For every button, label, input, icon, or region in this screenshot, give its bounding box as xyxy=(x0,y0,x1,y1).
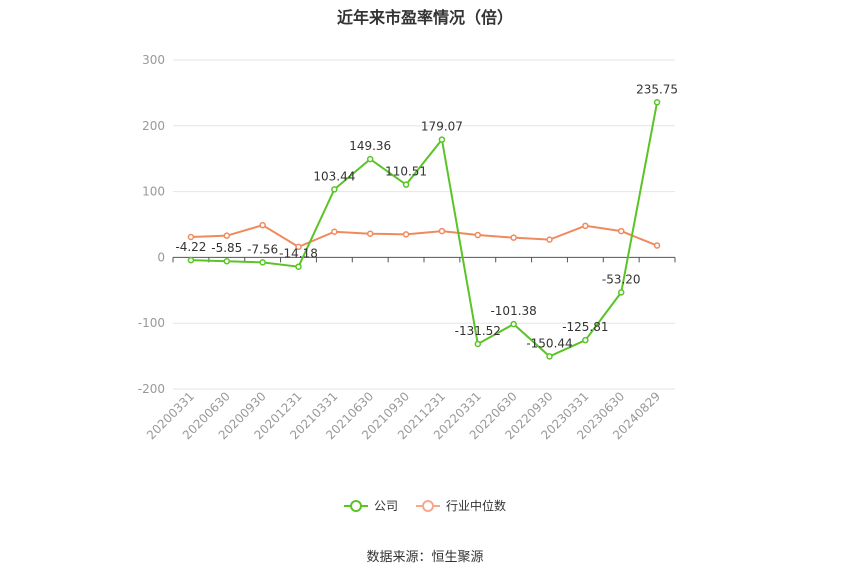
legend-item-industry-median[interactable]: 行业中位数 xyxy=(416,497,506,514)
company-data-label: -150.44 xyxy=(526,336,572,350)
company-data-label: 179.07 xyxy=(421,120,463,134)
legend-industry-label: 行业中位数 xyxy=(446,499,507,513)
company-data-point xyxy=(295,263,302,270)
company-data-point xyxy=(366,155,374,163)
company-data-point xyxy=(617,289,625,296)
industry-series-line xyxy=(190,224,658,248)
company-data-label: -4.22 xyxy=(175,240,206,254)
legend-item-company[interactable]: 公司 xyxy=(343,497,398,514)
company-data-point xyxy=(546,353,553,360)
industry-data-point xyxy=(402,231,410,238)
company-data-label: 149.36 xyxy=(349,139,391,153)
company-data-label: 103.44 xyxy=(313,169,355,183)
company-data-point xyxy=(438,136,446,143)
company-data-label: 235.75 xyxy=(636,82,678,96)
y-tick-label: -100 xyxy=(138,316,165,330)
y-tick-label: 0 xyxy=(157,250,165,264)
company-data-label: -7.56 xyxy=(247,242,278,256)
company-data-point xyxy=(402,181,410,188)
company-data-label: -5.85 xyxy=(211,241,242,255)
company-data-label: -101.38 xyxy=(490,304,536,318)
company-data-point xyxy=(653,99,661,106)
industry-data-point xyxy=(223,232,231,239)
company-data-label: -53.20 xyxy=(602,272,641,286)
industry-data-point xyxy=(474,231,482,239)
company-data-point xyxy=(510,320,517,328)
company-data-label: -131.52 xyxy=(455,324,501,338)
industry-data-point xyxy=(438,227,446,235)
industry-data-point xyxy=(510,234,517,241)
industry-data-point xyxy=(546,236,553,243)
company-data-point xyxy=(582,336,589,344)
source-note: 数据来源：恒生聚源 xyxy=(366,550,484,565)
y-tick-label: 200 xyxy=(142,119,165,133)
industry-data-point xyxy=(259,221,266,229)
company-data-point xyxy=(474,340,482,348)
chart-title: 近年来市盈率情况（倍） xyxy=(336,8,513,27)
y-tick-label: -200 xyxy=(138,382,165,396)
legend-industry-marker-icon xyxy=(416,499,440,512)
company-data-label: -125.81 xyxy=(562,320,608,334)
industry-data-point xyxy=(187,233,195,241)
y-tick-label: 300 xyxy=(142,53,165,67)
company-data-point xyxy=(223,257,231,265)
company-data-label: -14.18 xyxy=(279,247,318,261)
legend-company-label: 公司 xyxy=(373,499,398,513)
industry-data-point xyxy=(617,227,625,235)
industry-data-point xyxy=(331,228,338,235)
y-tick-label: 100 xyxy=(142,185,165,199)
legend: 公司 行业中位数 xyxy=(0,497,850,514)
legend-company-marker-icon xyxy=(343,499,368,512)
company-data-point xyxy=(331,186,338,193)
industry-data-point xyxy=(582,222,589,230)
company-data-label: 110.51 xyxy=(385,165,427,179)
company-series-line xyxy=(190,102,659,358)
company-data-point xyxy=(187,256,195,264)
industry-data-point xyxy=(366,230,374,237)
industry-data-point xyxy=(653,242,661,249)
industry-data-point xyxy=(295,243,302,251)
company-data-point xyxy=(259,259,266,266)
